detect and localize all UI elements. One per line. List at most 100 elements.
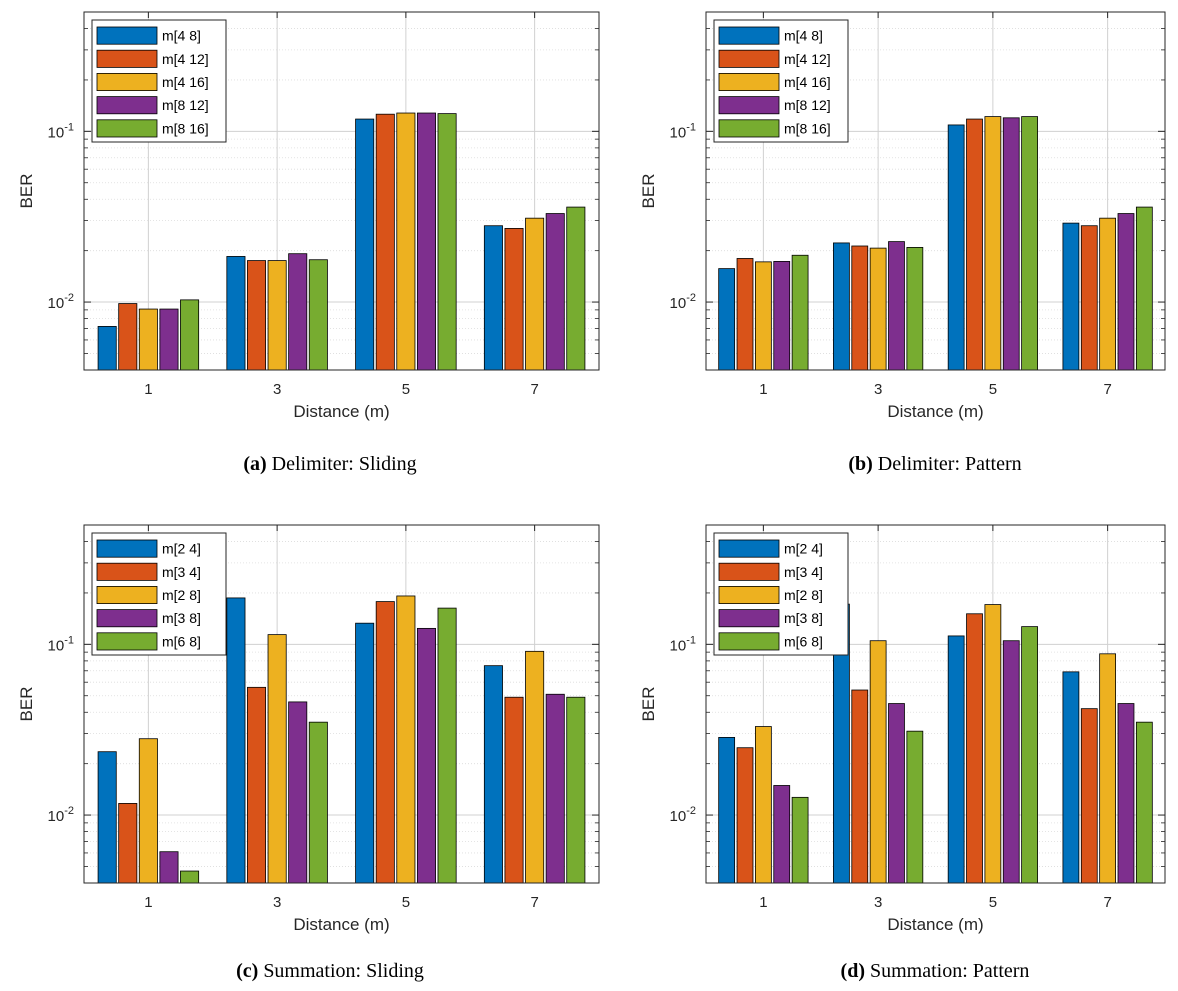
x-tick-label: 3 bbox=[273, 894, 281, 911]
legend-swatch bbox=[96, 586, 158, 605]
bar-m-2-8-dist-3 bbox=[869, 640, 887, 884]
bar-m-2-4-dist-7 bbox=[1062, 671, 1080, 884]
bar-m-3-8-dist-7 bbox=[1117, 703, 1135, 884]
caption-label: (b) bbox=[848, 453, 872, 475]
caption-text: Summation: Sliding bbox=[258, 960, 424, 982]
bar-m-2-8-dist-3 bbox=[267, 634, 287, 884]
bar-m-3-8-dist-1 bbox=[773, 785, 791, 884]
legend-swatch bbox=[718, 49, 780, 68]
bar-m-3-4-dist-7 bbox=[504, 696, 524, 884]
x-tick-label: 5 bbox=[989, 894, 997, 911]
y-tick-label: 10-2 bbox=[48, 805, 74, 825]
bar-m-4-12-dist-3 bbox=[247, 260, 267, 371]
bars bbox=[718, 116, 1153, 371]
bar-m-6-8-dist-5 bbox=[1021, 626, 1038, 884]
legend-entry: m[8 16] bbox=[162, 120, 209, 136]
legend-swatch bbox=[96, 632, 158, 651]
bar-m-2-4-dist-1 bbox=[97, 751, 117, 884]
x-axis-label: Distance (m) bbox=[887, 402, 983, 421]
panel-caption: (b) Delimiter: Pattern bbox=[848, 453, 1021, 475]
x-axis-label: Distance (m) bbox=[887, 915, 983, 934]
bar-m-2-4-dist-1 bbox=[718, 737, 736, 884]
bar-m-4-12-dist-7 bbox=[504, 228, 524, 371]
y-axis-label: BER bbox=[639, 174, 658, 209]
axes-box bbox=[83, 524, 600, 884]
bar-m-4-12-dist-1 bbox=[118, 303, 138, 371]
x-tick-label: 7 bbox=[530, 894, 538, 911]
legend-swatch bbox=[96, 539, 158, 558]
legend-swatch bbox=[96, 49, 158, 68]
bar-m-3-8-dist-5 bbox=[1002, 640, 1020, 884]
bar-m-8-16-dist-5 bbox=[1021, 116, 1038, 371]
legend-entry: m[8 12] bbox=[162, 97, 209, 113]
bar-m-4-16-dist-1 bbox=[754, 261, 772, 371]
legend-entry: m[4 12] bbox=[162, 51, 209, 67]
bar-m-4-8-dist-1 bbox=[718, 268, 736, 371]
legend-entry: m[8 12] bbox=[784, 97, 831, 113]
panel-caption: (d) Summation: Pattern bbox=[841, 960, 1030, 982]
bar-m-2-8-dist-1 bbox=[138, 738, 158, 884]
bar-m-4-8-dist-3 bbox=[226, 256, 246, 371]
bar-m-3-4-dist-5 bbox=[966, 613, 983, 884]
caption-label: (c) bbox=[236, 960, 258, 982]
bar-m-6-8-dist-7 bbox=[566, 696, 586, 884]
y-axis-label: BER bbox=[17, 174, 36, 209]
chart-panel-2: 1 3 5 7 10-2 10-1 Distance (m) BER m[4 8] m[4 12]… bbox=[639, 11, 1166, 475]
x-tick-label: 7 bbox=[530, 381, 538, 398]
caption-label: (a) bbox=[243, 453, 266, 475]
bar-m-4-12-dist-1 bbox=[736, 258, 754, 371]
bar-m-3-4-dist-1 bbox=[118, 803, 138, 884]
bar-m-2-8-dist-5 bbox=[396, 595, 416, 884]
bar-m-4-8-dist-5 bbox=[355, 118, 375, 371]
bar-m-3-8-dist-7 bbox=[545, 693, 565, 884]
bar-m-3-4-dist-3 bbox=[247, 686, 267, 884]
bars bbox=[97, 112, 586, 371]
legend-entry: m[4 8] bbox=[784, 28, 823, 44]
y-tick-label: 10-1 bbox=[670, 634, 696, 654]
bar-m-8-12-dist-3 bbox=[888, 241, 905, 371]
bar-m-4-12-dist-7 bbox=[1080, 225, 1098, 371]
legend-swatch bbox=[718, 586, 780, 605]
bar-m-8-12-dist-1 bbox=[773, 261, 791, 371]
bar-m-6-8-dist-7 bbox=[1135, 721, 1153, 884]
legend-swatch bbox=[96, 96, 158, 115]
bar-m-3-8-dist-1 bbox=[159, 851, 179, 884]
bars bbox=[718, 603, 1153, 884]
y-tick-label: 10-1 bbox=[48, 121, 74, 141]
bar-m-4-16-dist-3 bbox=[267, 260, 287, 371]
x-tick-label: 5 bbox=[402, 381, 410, 398]
legend: m[2 4] m[3 4] m[2 8] m[3 8] m[6 8] bbox=[91, 532, 227, 656]
y-tick-label: 10-2 bbox=[48, 292, 74, 312]
legend-entry: m[6 8] bbox=[784, 633, 823, 649]
bar-m-4-8-dist-5 bbox=[947, 124, 965, 371]
y-axis-label: BER bbox=[639, 687, 658, 722]
legend-swatch bbox=[718, 119, 780, 138]
legend-entry: m[6 8] bbox=[162, 633, 201, 649]
legend-entry: m[4 16] bbox=[162, 74, 209, 90]
bar-m-8-12-dist-3 bbox=[288, 253, 308, 371]
caption-text: Summation: Pattern bbox=[865, 960, 1029, 982]
x-tick-label: 1 bbox=[759, 894, 767, 911]
legend: m[4 8] m[4 12] m[4 16] m[8 12] m[8 16] bbox=[713, 19, 849, 143]
x-axis-label: Distance (m) bbox=[293, 915, 389, 934]
x-tick-label: 1 bbox=[759, 381, 767, 398]
bar-m-6-8-dist-1 bbox=[791, 796, 809, 884]
bar-m-2-4-dist-3 bbox=[226, 597, 246, 884]
legend-entry: m[4 16] bbox=[784, 74, 831, 90]
bar-m-4-16-dist-5 bbox=[984, 116, 1002, 371]
bar-m-8-16-dist-1 bbox=[180, 299, 200, 371]
bar-m-2-8-dist-5 bbox=[984, 604, 1002, 884]
x-tick-label: 7 bbox=[1103, 894, 1111, 911]
legend-swatch bbox=[96, 73, 158, 92]
bar-m-3-8-dist-3 bbox=[288, 701, 308, 884]
bar-m-8-16-dist-3 bbox=[906, 247, 924, 371]
bar-m-4-12-dist-5 bbox=[966, 118, 983, 371]
legend-entry: m[4 8] bbox=[162, 28, 201, 44]
bar-m-3-4-dist-5 bbox=[375, 601, 395, 884]
axes-box bbox=[83, 11, 600, 371]
bar-m-8-12-dist-1 bbox=[159, 308, 179, 371]
bar-m-4-8-dist-7 bbox=[1062, 222, 1080, 371]
bar-m-4-16-dist-7 bbox=[1099, 217, 1117, 371]
bar-m-6-8-dist-1 bbox=[180, 870, 200, 884]
x-axis-label: Distance (m) bbox=[293, 402, 389, 421]
